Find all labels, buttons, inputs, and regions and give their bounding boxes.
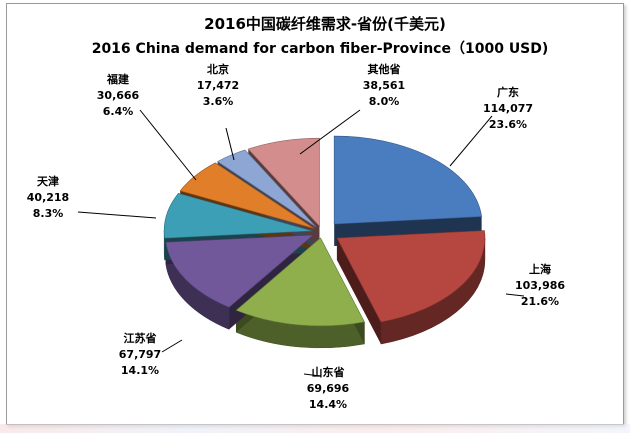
leader-line — [140, 110, 196, 180]
slice-label-value: 30,666 — [97, 89, 140, 102]
slice-label-value: 67,797 — [119, 348, 161, 361]
slice-label-name: 天津 — [37, 174, 59, 188]
slice-label-value: 40,218 — [27, 191, 69, 204]
slice-label-pct: 6.4% — [103, 105, 134, 118]
slice-label-name: 北京 — [207, 62, 229, 76]
slice-label-value: 38,561 — [363, 79, 405, 92]
leader-line — [450, 116, 492, 166]
chart-title: 2016中国碳纤维需求-省份(千美元) — [204, 15, 446, 33]
slice-label-pct: 14.1% — [121, 364, 159, 377]
slice-1 — [337, 231, 485, 323]
slice-label-pct: 8.3% — [33, 207, 64, 220]
slice-label-pct: 21.6% — [521, 295, 559, 308]
chart-subtitle: 2016 China demand for carbon fiber-Provi… — [92, 41, 549, 57]
leader-line — [162, 340, 182, 352]
slice-label-name: 山东省 — [312, 365, 345, 379]
slice-label-value: 103,986 — [515, 279, 565, 292]
slice-label-pct: 14.4% — [309, 398, 347, 411]
slice-label-name: 上海 — [529, 262, 551, 276]
slice-label-pct: 23.6% — [489, 118, 527, 131]
slice-label-value: 69,696 — [307, 382, 350, 395]
slice-label-name: 广东 — [497, 85, 519, 99]
slice-label-value: 114,077 — [483, 102, 533, 115]
slice-0 — [334, 136, 481, 224]
slice-label-pct: 8.0% — [369, 95, 400, 108]
slice-label-pct: 3.6% — [203, 95, 234, 108]
slice-label-value: 17,472 — [197, 79, 239, 92]
leader-line — [226, 128, 234, 160]
slice-label-name: 江苏省 — [124, 331, 157, 345]
pie-slices — [164, 136, 485, 348]
leader-line — [78, 212, 156, 218]
bottom-decoration — [0, 424, 630, 433]
slice-label-name: 其他省 — [368, 62, 401, 76]
slice-label-name: 福建 — [106, 72, 130, 86]
